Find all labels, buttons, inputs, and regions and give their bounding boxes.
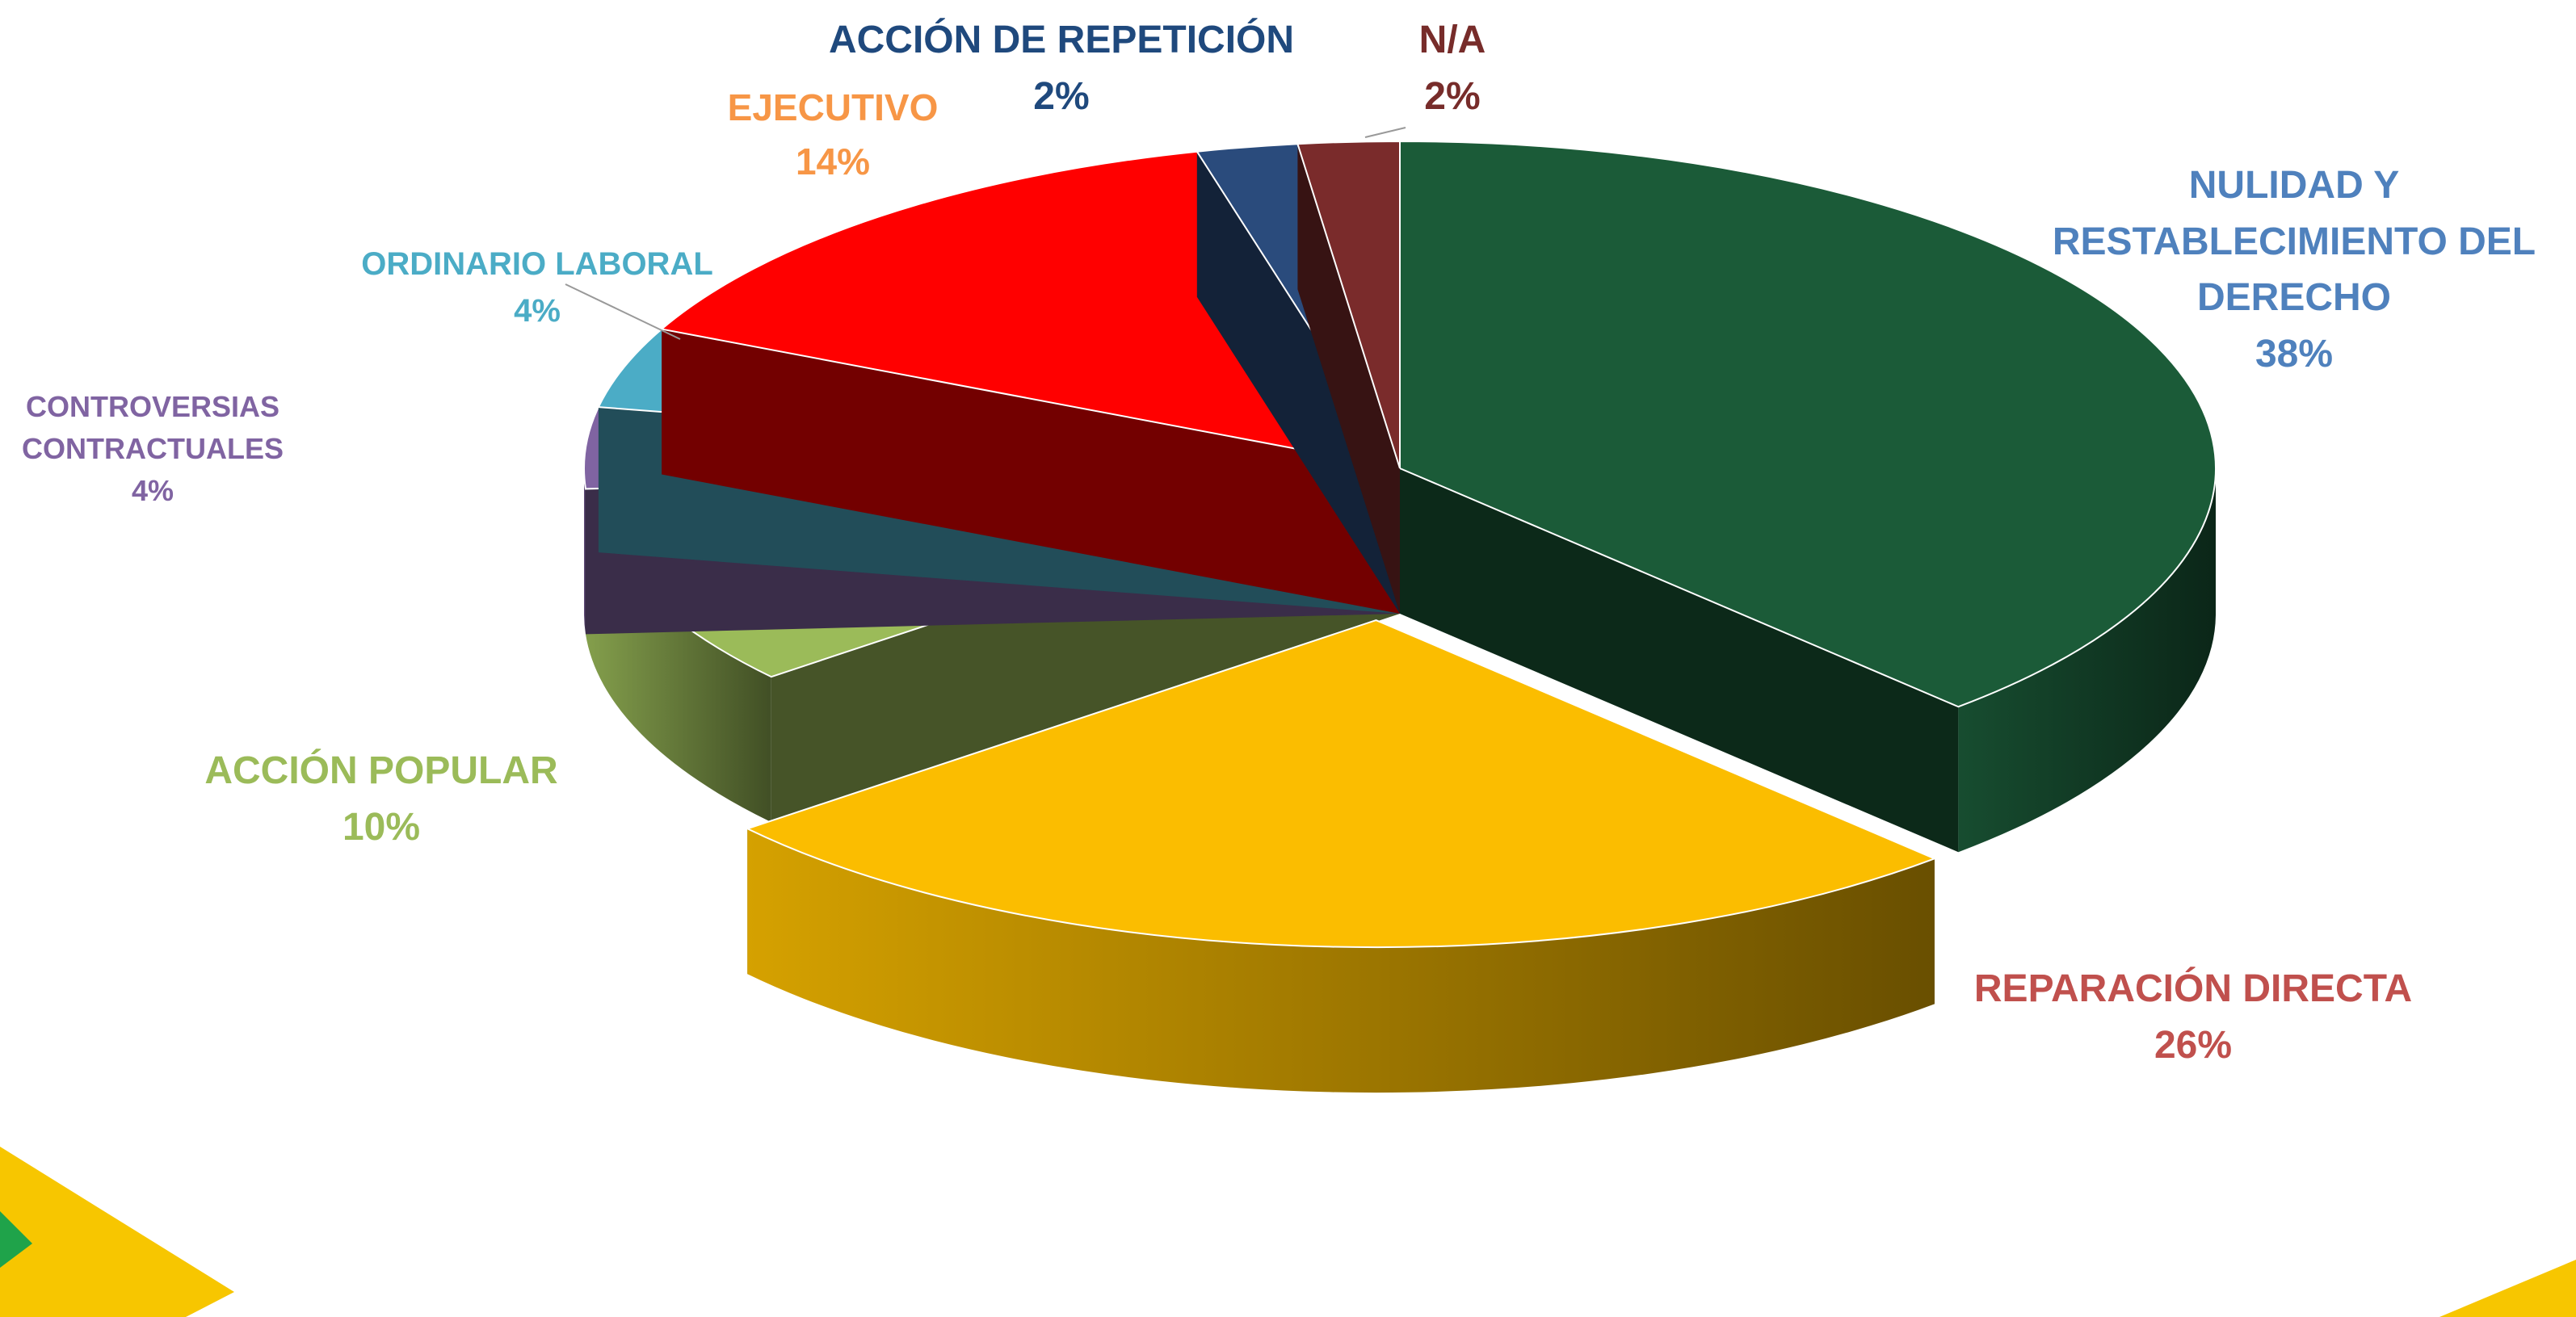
data-label: ACCIÓN POPULAR 10% [204, 743, 557, 855]
data-label: ORDINARIO LABORAL 4% [361, 241, 713, 334]
percent-label: 38% [2255, 332, 2334, 375]
percent-label: 4% [131, 474, 174, 508]
slice-side [585, 489, 771, 823]
data-label: NULIDAD Y RESTABLECIMIENTO DEL DERECHO 38… [2028, 157, 2561, 382]
category-label: NULIDAD Y RESTABLECIMIENTO DEL DERECHO [2052, 164, 2536, 320]
slice [745, 619, 1937, 949]
corner-arrow [0, 1211, 32, 1268]
category-label: ACCIÓN POPULAR [204, 749, 558, 792]
percent-label: 4% [514, 293, 561, 329]
data-label: EJECUTIVO 14% [728, 81, 939, 188]
corner-decoration [2439, 1260, 2576, 1317]
data-label: ACCIÓN DE REPETICIÓN 2% [829, 12, 1294, 124]
data-label: N/A 2% [1419, 12, 1486, 124]
percent-label: 26% [2154, 1023, 2233, 1067]
slice-wall [1297, 144, 1400, 614]
category-label: N/A [1418, 19, 1486, 61]
percent-label: 10% [342, 805, 421, 849]
category-label: EJECUTIVO [727, 86, 939, 128]
data-label: CONTROVERSIAS CONTRACTUALES 4% [7, 386, 298, 513]
percent-label: 14% [795, 140, 871, 182]
leader-line [565, 283, 681, 340]
slice-side [1958, 468, 2216, 853]
slice [1296, 140, 1401, 469]
leader-line [1364, 127, 1406, 138]
slice-wall [1196, 151, 1400, 614]
category-label: ORDINARIO LABORAL [361, 246, 713, 282]
slice-wall [662, 329, 1400, 614]
slice [1399, 140, 2217, 708]
percent-label: 2% [1424, 74, 1481, 118]
data-label: REPARACIÓN DIRECTA 26% [1974, 961, 2412, 1073]
slice-wall [1400, 468, 1959, 853]
category-label: REPARACIÓN DIRECTA [1973, 967, 2413, 1010]
corner-decoration [0, 1147, 234, 1317]
slice-side [584, 468, 586, 635]
slice-side [747, 828, 1935, 1093]
percent-label: 2% [1033, 74, 1090, 118]
category-label: ACCIÓN DE REPETICIÓN [828, 19, 1295, 61]
category-label: CONTROVERSIAS CONTRACTUALES [22, 390, 284, 466]
